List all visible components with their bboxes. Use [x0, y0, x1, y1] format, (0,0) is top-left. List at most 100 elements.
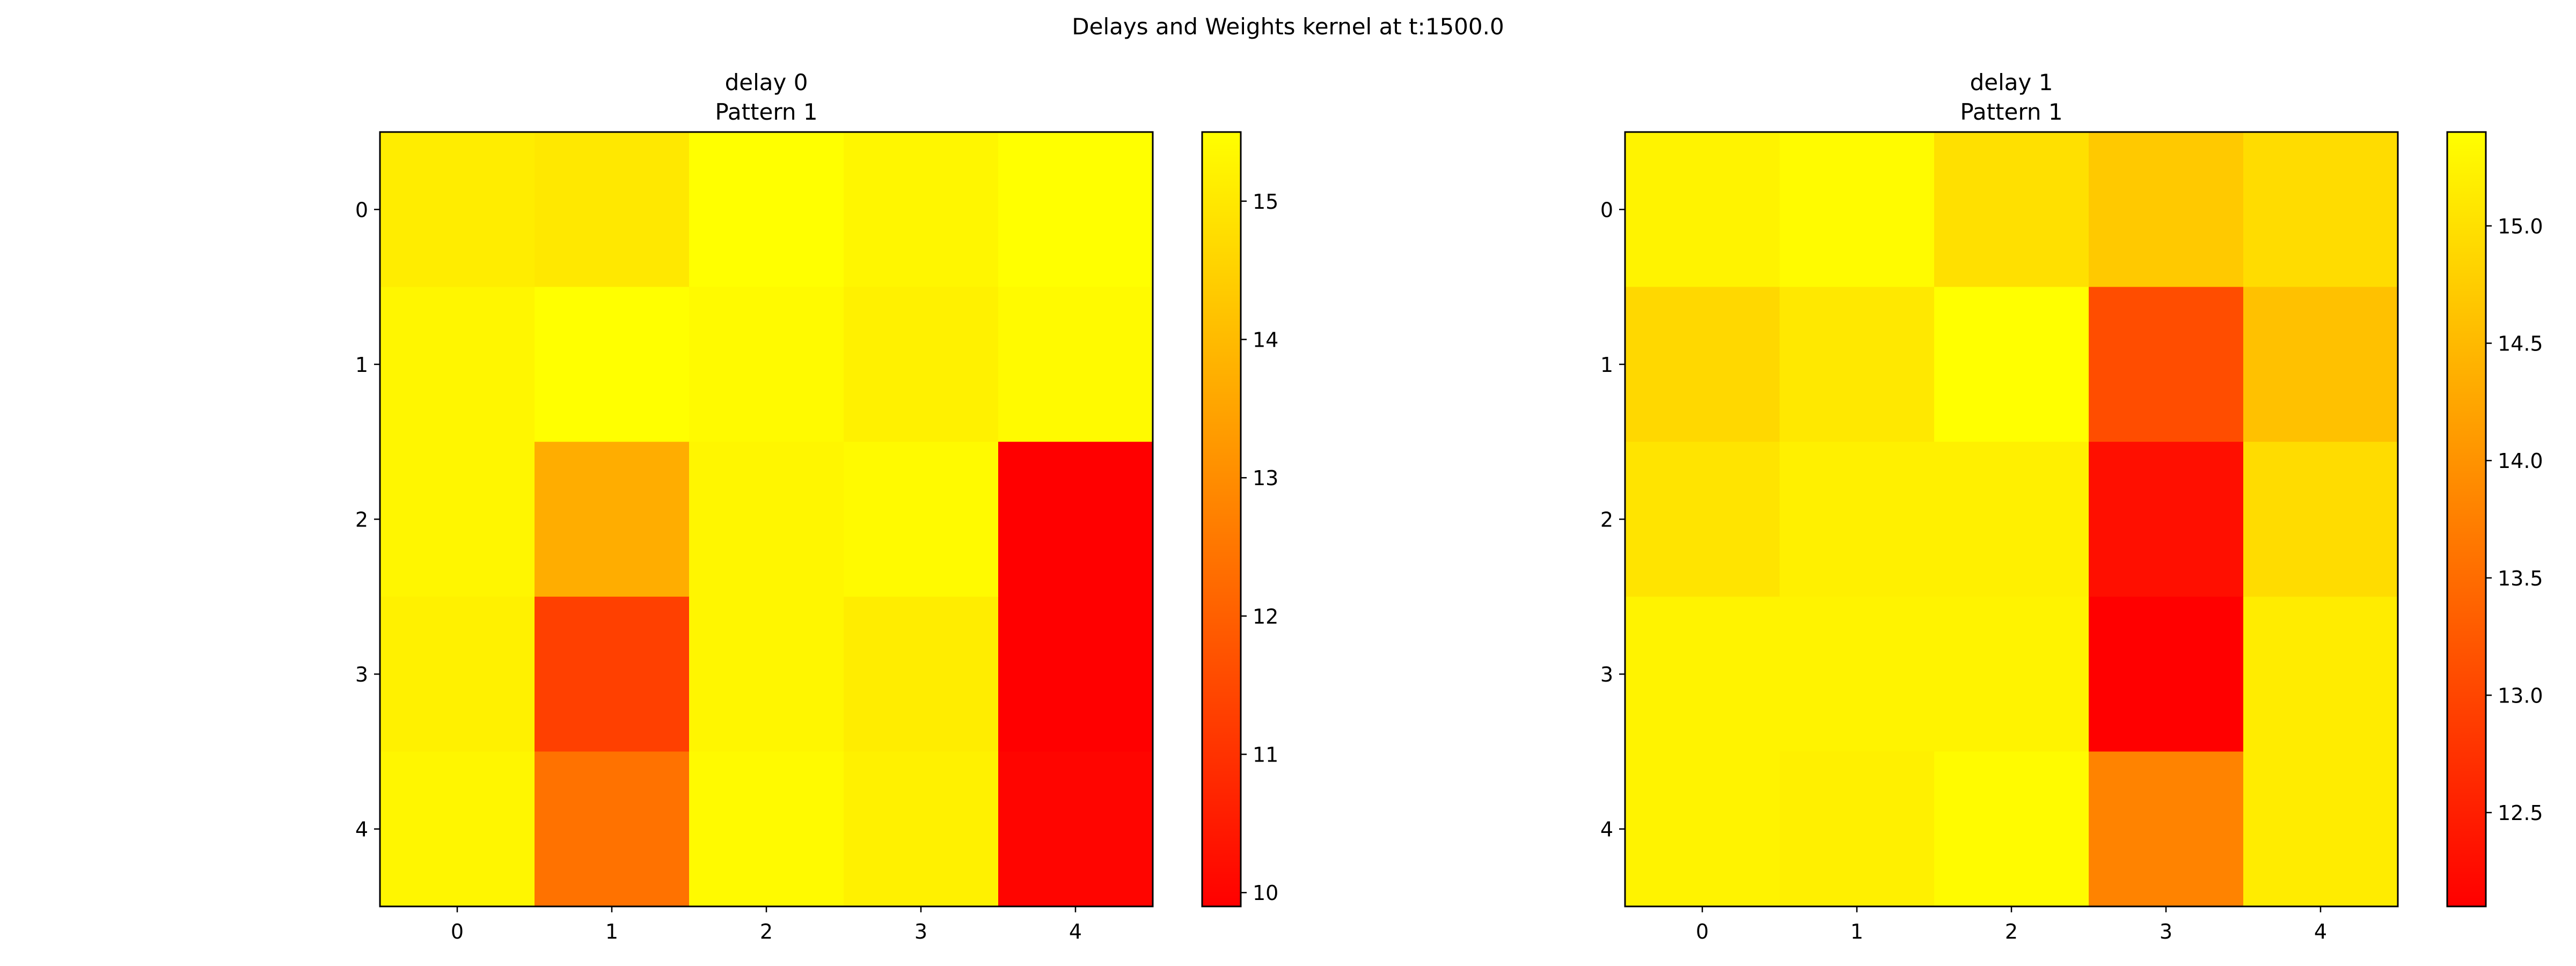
heatmap-cell	[2089, 287, 2244, 442]
x-tick-label: 1	[605, 920, 618, 943]
heatmap-cell	[2243, 442, 2398, 597]
y-tick-label: 3	[355, 663, 368, 686]
y-tick-label: 1	[1600, 353, 1613, 377]
heatmap-cell	[689, 132, 844, 288]
colorbar-tick-label: 14	[1253, 328, 1278, 352]
heatmap-cell	[1934, 751, 2089, 907]
heatmap-cell	[844, 596, 999, 752]
panel-title-line-2: Pattern 1	[715, 99, 817, 125]
y-tick-label: 2	[355, 508, 368, 532]
heatmap-cell	[1625, 287, 1780, 442]
heatmap-cell	[2089, 596, 2244, 752]
heatmap-cell	[844, 287, 999, 442]
x-tick-label: 2	[2005, 920, 2018, 943]
heatmap-cell	[998, 442, 1153, 597]
colorbar: 10 11 12 13 14 15	[1201, 131, 1278, 908]
colorbar-gradient	[1202, 132, 1241, 906]
colorbar-tick-label: 14.5	[2498, 332, 2543, 356]
heatmap-cell	[689, 596, 844, 752]
colorbar-tick-label: 12	[1253, 605, 1278, 628]
heatmap-cells	[1625, 132, 2398, 907]
heatmap-cell	[1780, 442, 1935, 597]
heatmap-cell	[535, 751, 690, 907]
colorbar: 12.5 13.0 13.5 14.0 14.5 15.0	[2446, 131, 2543, 908]
heatmap-cell	[380, 442, 535, 597]
heatmap-cell	[535, 287, 690, 442]
y-tick-label: 4	[355, 818, 368, 841]
heatmap-cell	[535, 132, 690, 288]
heatmap-cell	[2243, 596, 2398, 752]
colorbar-tick-label: 13	[1253, 466, 1278, 490]
panel-title-line-2: Pattern 1	[1960, 99, 2062, 125]
y-tick-label: 2	[1600, 508, 1613, 532]
y-tick-label: 0	[1600, 198, 1613, 222]
heatmap-cell	[535, 596, 690, 752]
heatmap-cell	[998, 751, 1153, 907]
y-tick-labels: 0 1 2 3 4	[355, 198, 380, 841]
heatmap-cell	[844, 751, 999, 907]
x-tick-label: 3	[2160, 920, 2172, 943]
colorbar-gradient	[2447, 132, 2486, 906]
x-tick-label: 0	[1696, 920, 1709, 943]
x-tick-label: 4	[1069, 920, 1082, 943]
heatmap-cell	[2089, 132, 2244, 288]
heatmap-cell	[535, 442, 690, 597]
heatmap-cell	[1934, 442, 2089, 597]
figure-suptitle: Delays and Weights kernel at t:1500.0	[1072, 13, 1504, 40]
y-tick-label: 4	[1600, 818, 1613, 841]
colorbar-tick-label: 14.0	[2498, 449, 2543, 473]
heatmap-cell	[1625, 751, 1780, 907]
x-tick-labels: 0 1 2 3 4	[1696, 906, 2327, 943]
colorbar-tick-label: 11	[1253, 743, 1278, 767]
heatmap-cell	[998, 132, 1153, 288]
heatmap-cell	[380, 132, 535, 288]
heatmap-cell	[1780, 132, 1935, 288]
y-tick-labels: 0 1 2 3 4	[1600, 198, 1625, 841]
heatmap-cell	[1625, 596, 1780, 752]
colorbar-tick-label: 13.0	[2498, 684, 2543, 707]
heatmap-cell	[844, 132, 999, 288]
colorbar-tick-label: 12.5	[2498, 801, 2543, 825]
heatmap-cell	[998, 596, 1153, 752]
heatmap-cell	[1934, 287, 2089, 442]
y-tick-label: 1	[355, 353, 368, 377]
colorbar-tick-label: 15	[1253, 190, 1278, 214]
colorbar-tick-label: 10	[1253, 881, 1278, 905]
y-tick-label: 0	[355, 198, 368, 222]
x-tick-label: 4	[2314, 920, 2327, 943]
x-tick-label: 1	[1850, 920, 1863, 943]
x-tick-label: 2	[760, 920, 773, 943]
heatmap-cell	[689, 751, 844, 907]
heatmap-cell	[1625, 442, 1780, 597]
heatmap-cell	[380, 596, 535, 752]
heatmap-cell	[380, 751, 535, 907]
heatmap-cell	[844, 442, 999, 597]
colorbar-frame	[2446, 131, 2487, 908]
heatmap-cell	[1625, 132, 1780, 288]
heatmap-cell	[1934, 132, 2089, 288]
heatmap-cell	[998, 287, 1153, 442]
heatmap-cell	[2243, 132, 2398, 288]
x-tick-label: 0	[451, 920, 464, 943]
heatmap-cell	[1780, 596, 1935, 752]
heatmap-cell	[1780, 751, 1935, 907]
heatmap-cell	[2089, 751, 2244, 907]
colorbar-tick-label: 13.5	[2498, 567, 2543, 590]
heatmap-cell	[2243, 287, 2398, 442]
heatmap-cells	[380, 132, 1153, 907]
x-tick-label: 3	[914, 920, 927, 943]
y-tick-label: 3	[1600, 663, 1613, 686]
panel-title-line-1: delay 0	[725, 69, 808, 96]
heatmap-cell	[2243, 751, 2398, 907]
heatmap-panel-delay-1: delay 1 Pattern 1 0 1 2 3 4 0 1 2 3 4 12.5 13.0 13…	[1600, 69, 2543, 943]
heatmap-cell	[1780, 287, 1935, 442]
heatmap-cell	[689, 442, 844, 597]
panel-title-line-1: delay 1	[1970, 69, 2053, 96]
heatmap-cell	[689, 287, 844, 442]
heatmap-cell	[1934, 596, 2089, 752]
colorbar-tick-label: 15.0	[2498, 215, 2543, 238]
x-tick-labels: 0 1 2 3 4	[451, 906, 1082, 943]
heatmap-cell	[380, 287, 535, 442]
